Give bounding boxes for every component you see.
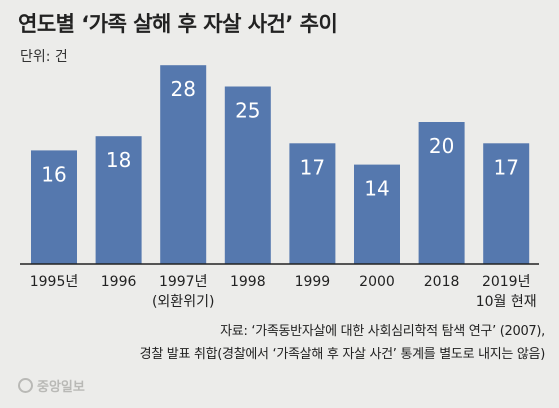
x-tick-sublabel: 10월 현재 xyxy=(476,294,537,310)
x-tick-label: 1999 xyxy=(295,274,331,290)
x-tick-label: 2000 xyxy=(359,274,395,290)
data-label: 20 xyxy=(429,134,454,158)
x-tick-label: 1995년 xyxy=(30,274,79,290)
data-label: 14 xyxy=(364,177,389,201)
bar xyxy=(224,86,271,264)
bar xyxy=(31,150,77,264)
source-note: 자료: ‘가족동반자살에 대한 사회심리학적 탐색 연구’ (2007), 경찰… xyxy=(139,320,546,366)
bar xyxy=(95,136,142,264)
source-line-1: 자료: ‘가족동반자살에 대한 사회심리학적 탐색 연구’ (2007), xyxy=(220,324,545,339)
logo-text: 중앙일보 xyxy=(37,380,85,395)
bar xyxy=(418,122,465,264)
publisher-logo: 중앙일보 xyxy=(18,376,85,395)
data-label: 16 xyxy=(41,162,66,186)
x-tick-label: 1996 xyxy=(101,274,137,290)
logo-icon xyxy=(18,378,33,393)
chart-title: 연도별 ‘가족 살해 후 자살 사건’ 추이 xyxy=(18,12,338,36)
x-tick-label: 1998 xyxy=(230,274,266,290)
bar xyxy=(289,143,336,264)
x-tick-label: 2018 xyxy=(424,274,460,290)
x-tick-sublabel: (외환위기) xyxy=(152,294,214,310)
bar-chart: 16 1995년 18 1996 28 1997년 (외환위기) 25 1998 17 1999 14… xyxy=(20,65,539,310)
data-label: 25 xyxy=(235,99,260,123)
bar xyxy=(483,143,530,264)
data-label: 18 xyxy=(106,148,131,172)
data-label: 17 xyxy=(300,155,325,179)
x-tick-label: 1997년 xyxy=(159,274,208,290)
bar xyxy=(354,164,400,264)
unit-label: 단위: 건 xyxy=(20,49,68,65)
source-line-2: 경찰 발표 취합(경찰에서 ‘가족살해 후 자살 사건’ 통계를 별도로 내지는… xyxy=(139,347,546,362)
data-label: 17 xyxy=(493,155,518,179)
x-tick-label: 2019년 xyxy=(482,274,531,290)
bar xyxy=(160,65,207,264)
data-label: 28 xyxy=(170,77,195,101)
